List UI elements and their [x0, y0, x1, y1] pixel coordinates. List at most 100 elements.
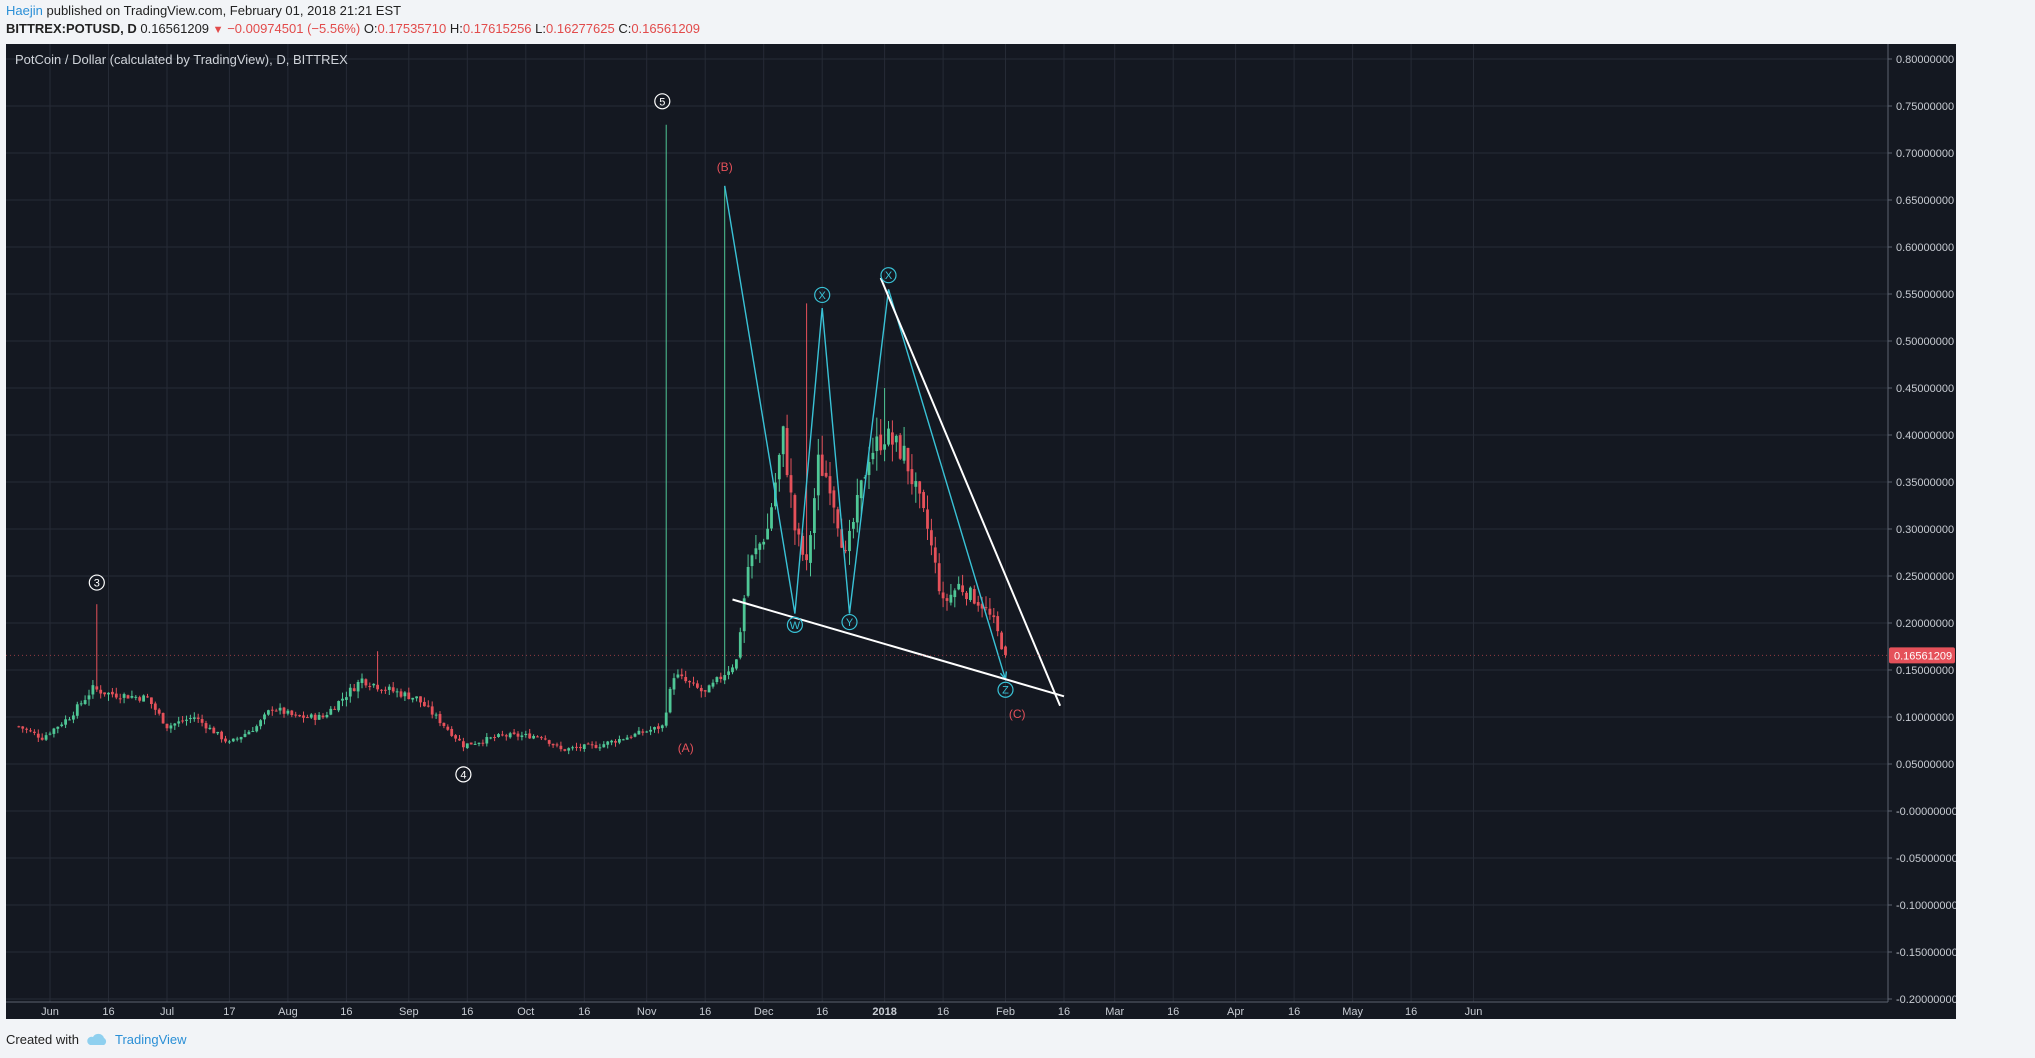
candle-body — [840, 529, 844, 548]
candle-body — [742, 598, 746, 632]
wave-label-circle — [880, 267, 897, 284]
candle-body — [48, 733, 52, 735]
candle — [142, 694, 145, 702]
candle-body — [629, 736, 633, 738]
candle — [559, 741, 563, 752]
candle-body — [224, 738, 227, 742]
candle-body — [1004, 646, 1007, 655]
candle-body — [192, 717, 196, 719]
candle-body — [961, 585, 964, 593]
candle-body — [462, 741, 465, 748]
candle — [813, 488, 816, 550]
candle — [196, 713, 200, 723]
candle-body — [575, 746, 578, 748]
candle — [87, 689, 91, 706]
y-tick-label: 0.55000000 — [1896, 289, 1954, 301]
candle — [508, 731, 512, 739]
candle — [590, 741, 594, 749]
x-tick-label: Nov — [637, 1006, 657, 1018]
candle-body — [949, 594, 953, 603]
candle-body — [165, 723, 169, 729]
candle — [731, 664, 734, 675]
candle-body — [992, 615, 996, 618]
candle-body — [914, 481, 918, 487]
candle-body — [543, 738, 547, 740]
wave-label-text: 5 — [659, 96, 665, 108]
x-tick-label: Dec — [754, 1006, 774, 1018]
candle-body — [481, 742, 485, 744]
candle — [696, 680, 699, 689]
candle — [618, 735, 621, 745]
candle-body — [36, 733, 40, 738]
candle-body — [668, 688, 672, 713]
candle-body — [161, 712, 165, 724]
candle-body — [524, 733, 528, 736]
candle — [594, 741, 598, 749]
candle-body — [341, 698, 344, 701]
candle-body — [356, 681, 360, 692]
candle — [762, 538, 766, 550]
candle-body — [364, 679, 368, 686]
candle-body — [653, 727, 656, 730]
candle-body — [313, 714, 317, 720]
candle-body — [29, 730, 32, 732]
candle — [664, 124, 668, 728]
y-tick-label: 0.45000000 — [1896, 383, 1954, 395]
created-with-label: Created with — [6, 1032, 79, 1047]
candle-body — [641, 731, 645, 733]
candle — [68, 717, 71, 721]
candle — [161, 712, 165, 724]
candle — [270, 706, 274, 716]
tradingview-link[interactable]: TradingView — [114, 1032, 187, 1047]
candle — [95, 604, 99, 692]
candle — [17, 725, 21, 728]
candle-body — [633, 733, 637, 737]
price-chart[interactable]: 0.80000000 0.75000000 0.70000000 0.65000000… — [6, 44, 1956, 1019]
candle — [832, 486, 836, 524]
candle — [770, 503, 773, 532]
candle-body — [33, 731, 36, 733]
candle — [387, 684, 391, 695]
candle — [766, 513, 769, 540]
candle-body — [766, 528, 769, 540]
candle — [984, 596, 988, 611]
candle-body — [703, 690, 707, 692]
x-tick-label: 16 — [1405, 1006, 1417, 1018]
candle-body — [75, 704, 79, 716]
wave-label-text: (A) — [678, 741, 694, 755]
candle-body — [21, 726, 25, 729]
candle-body — [988, 608, 992, 615]
candle-body — [980, 603, 984, 609]
candle — [181, 716, 184, 724]
candle — [789, 458, 793, 508]
y-tick-label: -0.20000000 — [1896, 994, 1956, 1006]
candle-body — [220, 731, 223, 740]
y-tick-label: 0.20000000 — [1896, 618, 1954, 630]
candle-body — [216, 731, 220, 734]
x-tick-label: 2018 — [872, 1006, 896, 1018]
candle-body — [372, 683, 376, 686]
candle-body — [247, 731, 251, 735]
close-value: 0.16561209 — [631, 21, 701, 36]
candle-body — [918, 481, 922, 494]
candle-body — [969, 587, 972, 601]
candle-body — [150, 697, 153, 705]
x-tick-label: 16 — [578, 1006, 590, 1018]
chart-area[interactable]: 0.80000000 0.75000000 0.70000000 0.65000000… — [6, 44, 1956, 1019]
candle-body — [672, 678, 676, 690]
candle — [306, 714, 309, 719]
candle — [329, 706, 333, 716]
candle — [715, 676, 719, 685]
candle — [360, 673, 364, 689]
wave-label-circle — [455, 766, 472, 783]
candle-body — [664, 712, 668, 726]
candle-body — [645, 731, 649, 733]
candle-body — [469, 742, 473, 745]
candle-body — [68, 719, 71, 721]
candle-body — [111, 691, 114, 695]
candle-body — [844, 550, 847, 552]
author-link[interactable]: Haejin — [6, 3, 43, 18]
candle-body — [294, 714, 298, 716]
candle-body — [692, 682, 695, 684]
y-tick-label: 0.65000000 — [1896, 195, 1954, 207]
